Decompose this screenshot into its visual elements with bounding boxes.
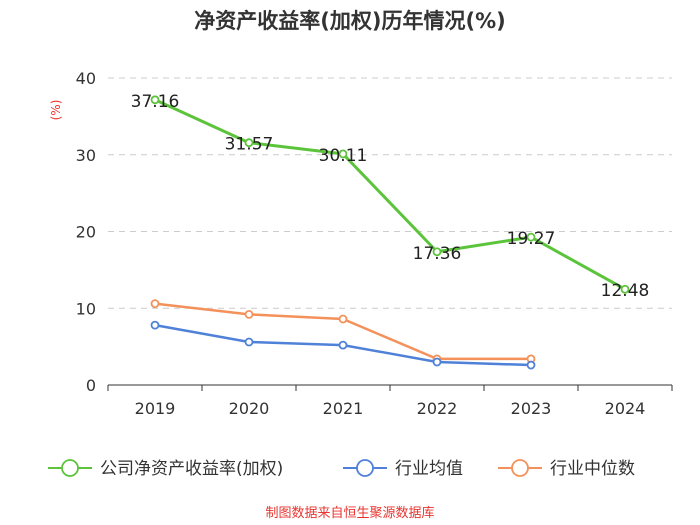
x-tick-label: 2019 (135, 399, 176, 418)
data-point[interactable] (150, 95, 160, 105)
data-label: 30.11 (319, 146, 368, 166)
series-line-2 (154, 302, 531, 361)
x-tick-label: 2023 (511, 399, 552, 418)
grid-lines (108, 77, 672, 309)
legend-label: 行业中位数 (550, 459, 635, 479)
data-point[interactable] (620, 284, 630, 294)
legend-label: 行业均值 (395, 459, 463, 479)
y-tick-label: 10 (76, 299, 96, 318)
x-tick-label: 2020 (229, 399, 270, 418)
data-label: 12.48 (601, 281, 650, 301)
data-point[interactable] (526, 360, 536, 370)
data-point[interactable] (338, 340, 348, 350)
legend-swatch-marker (61, 459, 79, 477)
chart-title: 净资产收益率(加权)历年情况(%) (194, 9, 505, 33)
data-point[interactable] (338, 314, 348, 324)
x-axis: 2019 2020 2021 2022 2023 2024 (107, 384, 673, 418)
y-tick-label: 20 (76, 223, 96, 242)
data-point[interactable] (244, 138, 254, 148)
legend-item-1[interactable]: 行业均值 (343, 459, 463, 479)
legend-swatch-marker (356, 459, 374, 477)
legend-swatch-marker (511, 459, 529, 477)
x-tick-label: 2021 (323, 399, 364, 418)
data-labels: 37.16 31.57 30.11 17.36 19.27 12.48 (131, 92, 650, 301)
x-tick-label: 2022 (417, 399, 458, 418)
data-point[interactable] (244, 337, 254, 347)
data-point[interactable] (150, 299, 160, 309)
legend-label: 公司净资产收益率(加权) (100, 459, 283, 479)
data-point[interactable] (244, 309, 254, 319)
legend-item-2[interactable]: 行业中位数 (498, 459, 635, 479)
data-label: 37.16 (131, 92, 180, 112)
data-label: 19.27 (507, 229, 556, 249)
data-label: 17.36 (413, 244, 462, 264)
data-point[interactable] (150, 320, 160, 330)
data-label: 31.57 (225, 135, 274, 155)
y-axis-ticks: 0 10 20 30 40 (76, 69, 96, 395)
x-tick-label: 2024 (605, 399, 646, 418)
data-point[interactable] (338, 149, 348, 159)
data-point[interactable] (432, 357, 442, 367)
series-line-0 (154, 98, 626, 291)
series-group (150, 95, 630, 370)
y-axis-unit: (%) (49, 100, 63, 121)
y-tick-label: 40 (76, 69, 96, 88)
data-source: 制图数据来自恒生聚源数据库 (265, 505, 434, 521)
data-point[interactable] (432, 247, 442, 257)
data-point[interactable] (526, 232, 536, 242)
legend[interactable]: 公司净资产收益率(加权) 行业均值 行业中位数 (48, 459, 635, 479)
y-tick-label: 30 (76, 146, 96, 165)
legend-item-0[interactable]: 公司净资产收益率(加权) (48, 459, 283, 479)
y-tick-label: 0 (86, 376, 96, 395)
